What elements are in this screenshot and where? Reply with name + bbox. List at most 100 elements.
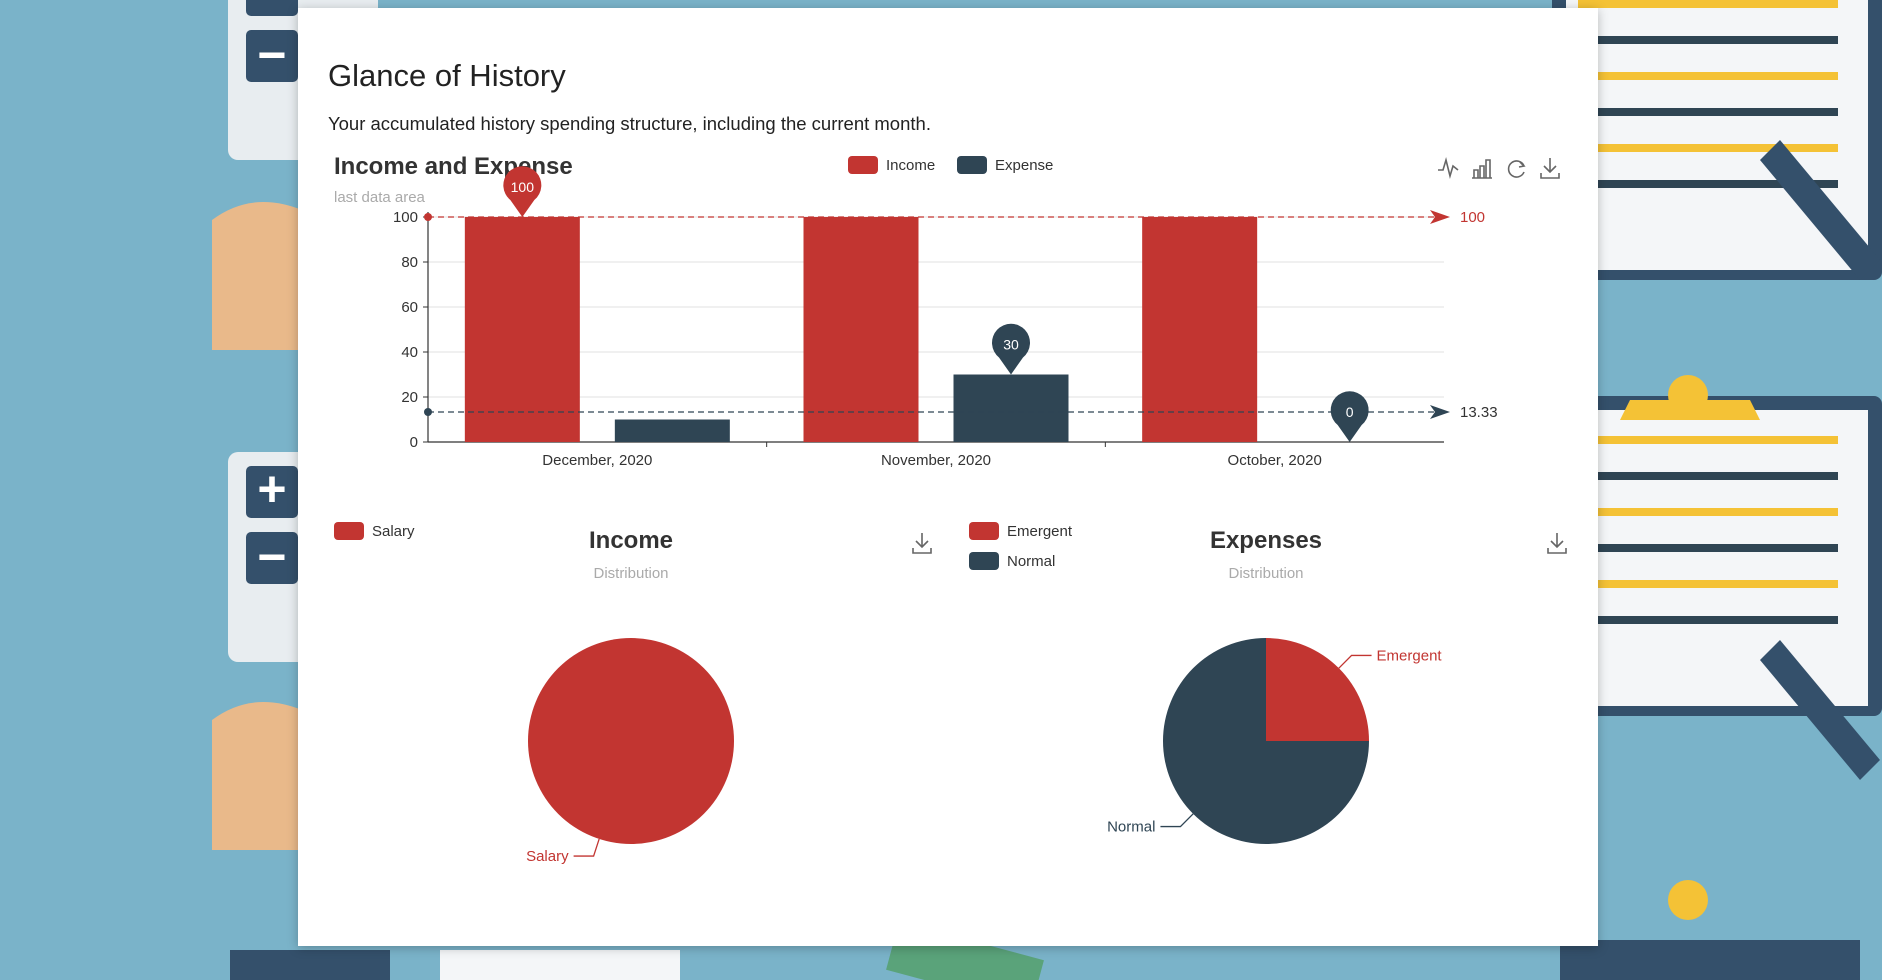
mark-line-arrow — [1430, 210, 1450, 224]
bar-income[interactable] — [464, 217, 580, 442]
line-chart-icon[interactable] — [1438, 156, 1459, 180]
bar-income[interactable] — [1142, 217, 1258, 442]
pie-slice-normal[interactable] — [1163, 638, 1369, 844]
pie-label: Normal — [1107, 819, 1155, 836]
pie-legend-item-salary[interactable]: Salary — [334, 522, 415, 540]
legend-label: Income — [886, 157, 935, 174]
average-line-label: 100 — [1460, 209, 1485, 226]
clipboard-board — [1560, 940, 1860, 980]
pie-label: Emergent — [1377, 647, 1443, 664]
mark-point-pin: 100 — [503, 166, 542, 217]
legend-swatch — [969, 552, 999, 570]
download-icon[interactable] — [1547, 533, 1567, 554]
bar-chart-subtitle: last data area — [334, 189, 426, 206]
download-path — [1547, 533, 1567, 554]
mark-point-pin: 0 — [1330, 391, 1369, 442]
clip-ring — [1668, 880, 1708, 920]
legend-item-income[interactable]: Income — [848, 156, 935, 174]
chart-toolbox — [1438, 156, 1560, 180]
mark-line-arrow — [1430, 405, 1450, 420]
legend-swatch — [957, 156, 987, 174]
clipboard-line — [1578, 616, 1838, 624]
clipboard-line — [1578, 144, 1838, 152]
pie-legend-item-normal[interactable]: Normal — [969, 552, 1055, 570]
clipboard-line — [1578, 180, 1838, 188]
y-tick-label: 0 — [410, 434, 418, 451]
bar-income[interactable] — [803, 217, 919, 442]
restore-icon[interactable] — [1507, 160, 1526, 178]
pin-shape — [1330, 391, 1369, 442]
x-tick-label: December, 2020 — [542, 452, 652, 469]
restore-path — [1507, 160, 1526, 178]
y-tick-label: 100 — [393, 209, 418, 226]
clipboard-line — [1578, 0, 1838, 8]
legend-swatch — [334, 522, 364, 540]
plus-sign: + — [257, 461, 286, 517]
pie-subtitle: Distribution — [1228, 565, 1303, 582]
clipboard-line — [1578, 36, 1838, 44]
bars-path — [1472, 159, 1492, 179]
legend-label: Salary — [372, 523, 415, 540]
y-tick-label: 40 — [401, 344, 418, 361]
pen-illustration — [1760, 140, 1880, 280]
calculator-key — [246, 30, 298, 82]
clipboard-line — [1578, 108, 1838, 116]
calculator-key — [246, 0, 298, 16]
clipboard-illustration — [1552, 0, 1882, 280]
x-tick-label: October, 2020 — [1228, 452, 1322, 469]
legend-swatch — [848, 156, 878, 174]
plus-sign: + — [257, 0, 286, 15]
pen-illustration — [1760, 640, 1880, 780]
clipboard-illustration — [1552, 396, 1882, 716]
pin-label: 0 — [1346, 404, 1354, 420]
hand-illustration — [212, 702, 312, 850]
pie-title: Expenses — [1210, 527, 1322, 554]
y-tick-label: 60 — [401, 299, 418, 316]
bar-expense[interactable] — [614, 419, 730, 443]
clipboard-line — [1578, 544, 1838, 552]
average-line-label: 13.33 — [1460, 404, 1498, 421]
clipboard-paper — [440, 950, 680, 980]
line-path — [1438, 156, 1459, 180]
clipboard-line — [1578, 72, 1838, 80]
mark-point-pin: 30 — [991, 323, 1030, 375]
pie-slice-salary[interactable] — [528, 638, 734, 844]
pie-subtitle: Distribution — [593, 565, 668, 582]
clipboard-line — [1578, 436, 1838, 444]
legend-item-expense[interactable]: Expense — [957, 156, 1053, 174]
download-path — [912, 533, 932, 554]
calculator-key — [246, 532, 298, 584]
clipboard-line — [1578, 580, 1838, 588]
minus-sign: − — [257, 27, 286, 83]
bar-chart-icon[interactable] — [1472, 159, 1492, 179]
download-icon[interactable] — [912, 533, 932, 554]
pie-label: Salary — [526, 848, 569, 865]
history-card: Glance of History Your accumulated histo… — [298, 8, 1598, 946]
y-tick-label: 80 — [401, 254, 418, 271]
legend-label: Emergent — [1007, 523, 1073, 540]
hand-illustration — [212, 202, 312, 350]
pin-label: 30 — [1003, 337, 1019, 353]
legend-swatch — [969, 522, 999, 540]
minus-sign: − — [257, 529, 286, 585]
x-tick-label: November, 2020 — [881, 452, 991, 469]
pie-label-line — [573, 838, 600, 857]
pin-shape — [503, 166, 542, 217]
pie-slice-emergent[interactable] — [1266, 638, 1369, 741]
pie-label-line — [1160, 813, 1194, 828]
pie-legend-item-emergent[interactable]: Emergent — [969, 522, 1073, 540]
legend-label: Expense — [995, 157, 1053, 174]
download-icon[interactable] — [1540, 158, 1560, 179]
clipboard-paper — [1566, 410, 1868, 706]
pin-shape — [991, 323, 1030, 375]
pin-label: 100 — [511, 179, 535, 195]
page-title: Glance of History — [328, 58, 566, 93]
page-subtitle: Your accumulated history spending struct… — [328, 113, 931, 134]
clip — [1620, 400, 1760, 420]
pie-title: Income — [589, 527, 673, 554]
y-tick-label: 20 — [401, 389, 418, 406]
calculator-body — [230, 950, 390, 980]
bar-expense[interactable] — [953, 374, 1069, 443]
pie-label-line — [1338, 654, 1372, 669]
